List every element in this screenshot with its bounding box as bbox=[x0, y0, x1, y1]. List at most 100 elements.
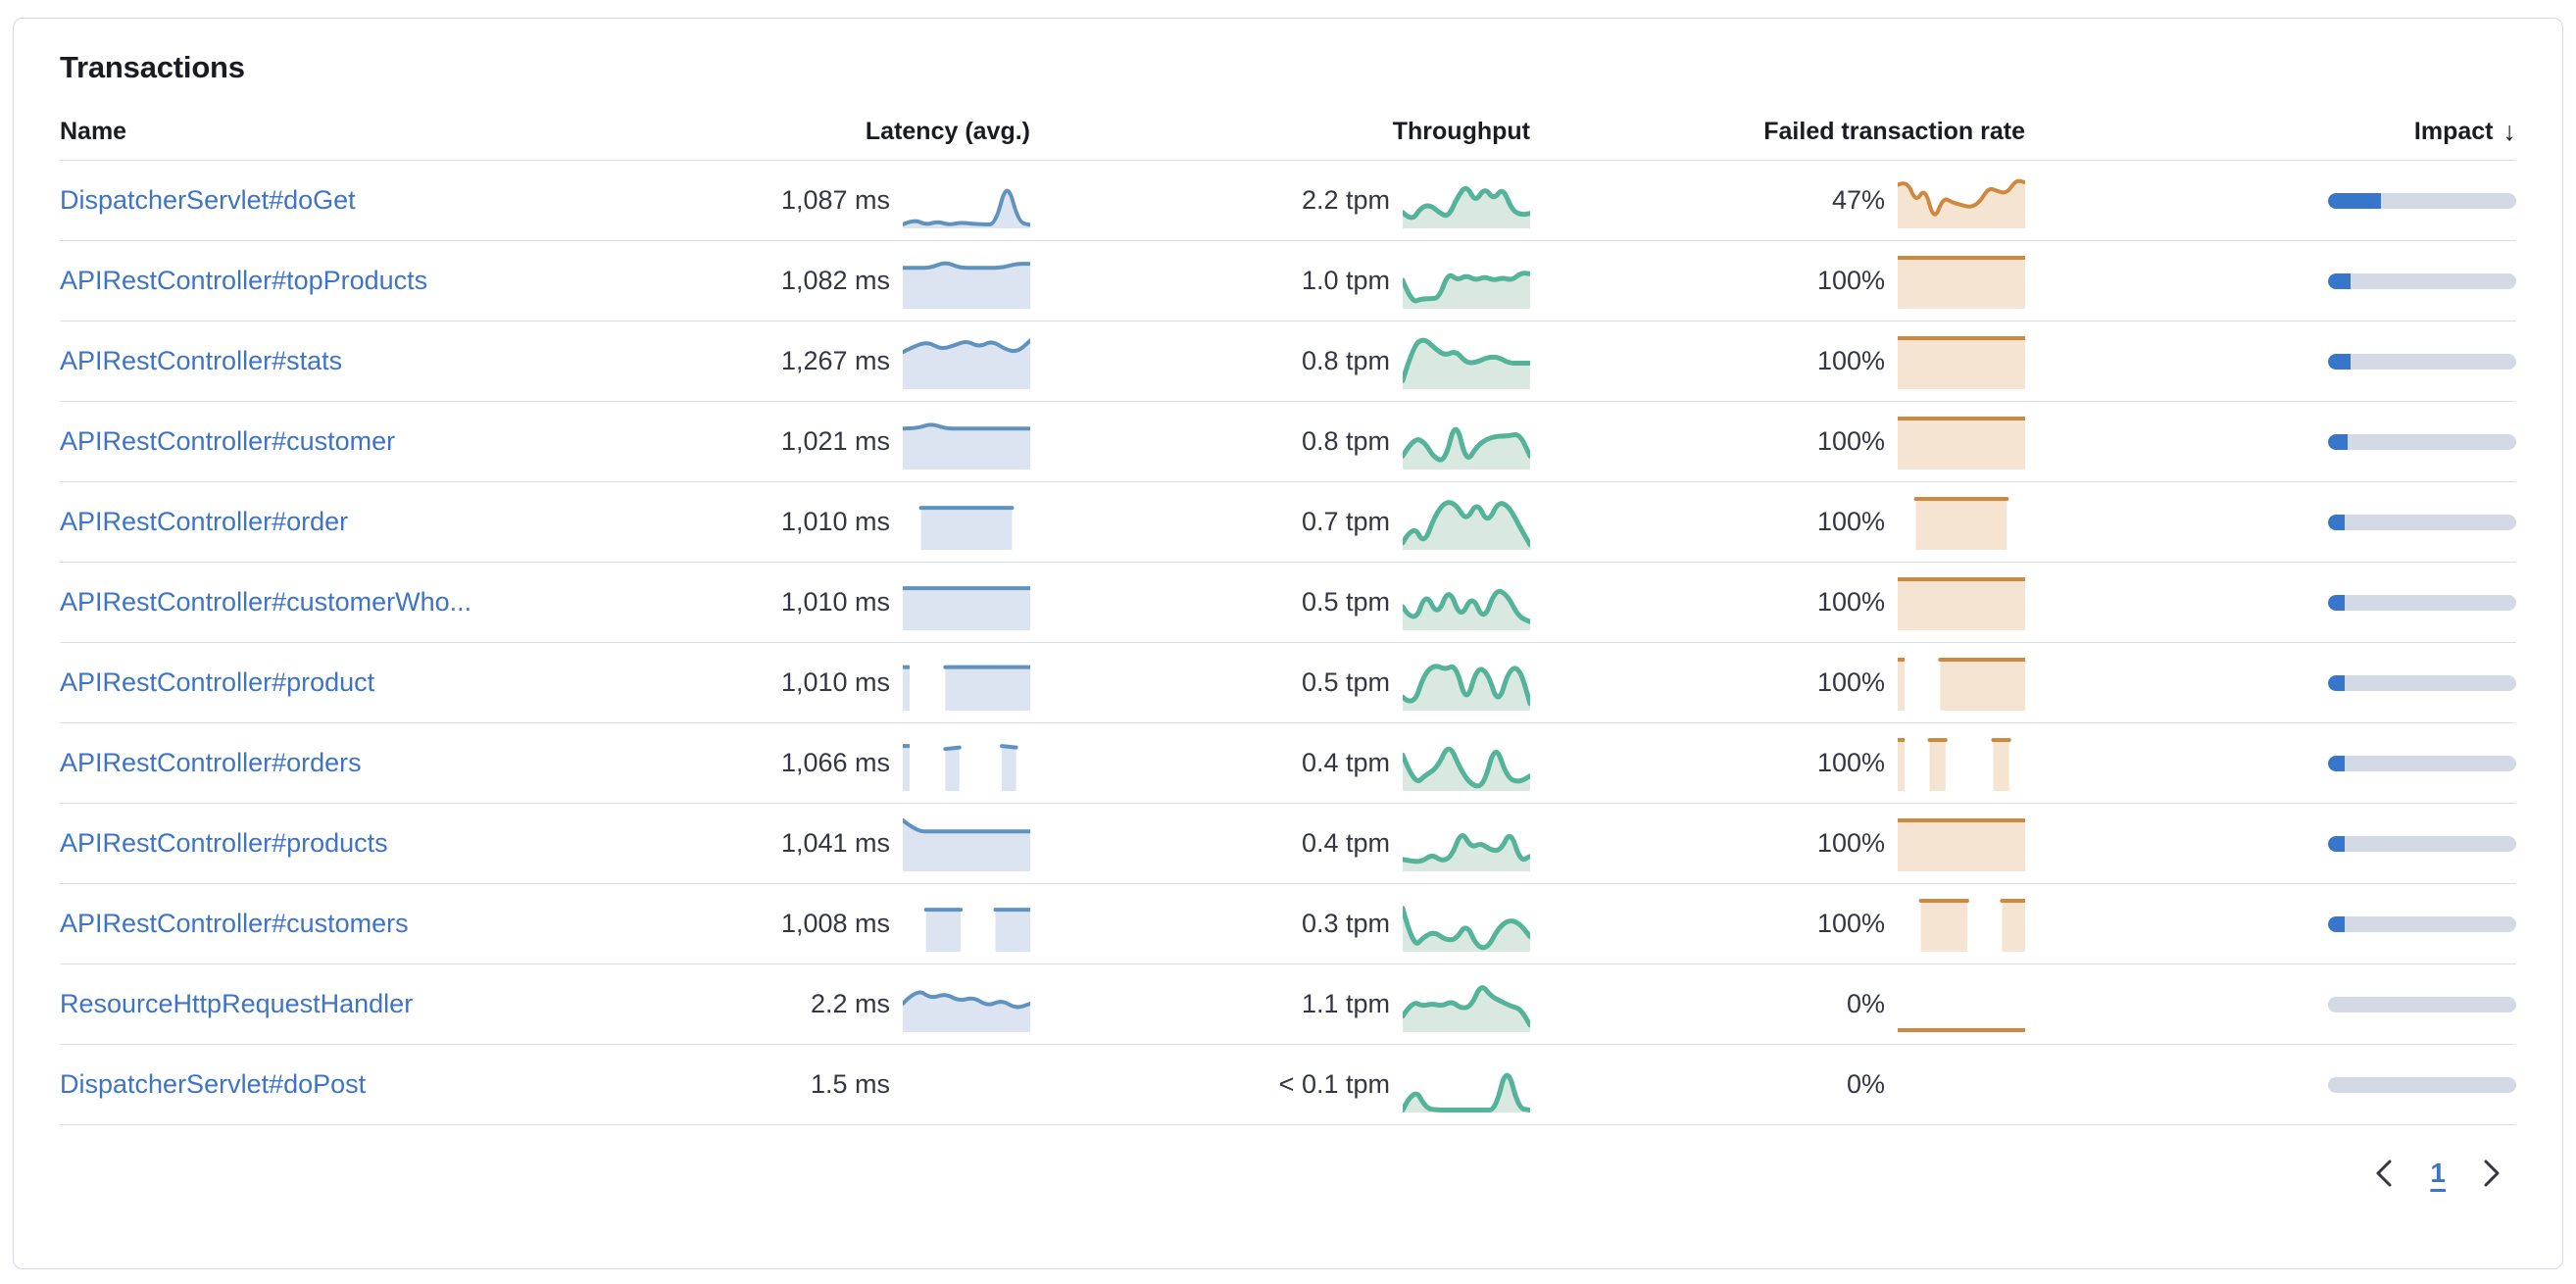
table-row: APIRestController#customerWho... 1,010 ms… bbox=[60, 563, 2516, 643]
column-header-latency[interactable]: Latency (avg.) bbox=[865, 117, 1030, 145]
table-row: APIRestController#stats 1,267 ms 0.8 tpm 10… bbox=[60, 321, 2516, 402]
impact-bar-track bbox=[2328, 915, 2516, 932]
impact-bar-track bbox=[2328, 674, 2516, 691]
failed-rate-value: 100% bbox=[1816, 346, 1885, 375]
transaction-link[interactable]: APIRestController#customers bbox=[60, 909, 409, 938]
latency-value: 1,066 ms bbox=[780, 748, 890, 777]
latency-sparkline bbox=[903, 1058, 1030, 1112]
failed-rate-sparkline bbox=[1898, 1058, 2025, 1112]
latency-value: 1,087 ms bbox=[780, 185, 890, 215]
impact-bar-fill bbox=[2328, 514, 2346, 530]
latency-sparkline bbox=[903, 989, 1030, 1032]
transaction-link[interactable]: ResourceHttpRequestHandler bbox=[60, 989, 414, 1018]
throughput-sparkline bbox=[1403, 588, 1530, 630]
failed-rate-sparkline bbox=[1898, 737, 2011, 791]
transaction-link[interactable]: APIRestController#stats bbox=[60, 346, 343, 375]
impact-bar-fill bbox=[2328, 192, 2381, 209]
failed-rate-sparkline bbox=[1898, 1027, 2025, 1032]
page-number-current[interactable]: 1 bbox=[2430, 1158, 2446, 1188]
throughput-sparkline bbox=[1403, 984, 1530, 1032]
failed-rate-value: 100% bbox=[1816, 748, 1885, 777]
failed-rate-value: 100% bbox=[1816, 587, 1885, 617]
impact-bar-track bbox=[2328, 755, 2516, 771]
failed-rate-value: 100% bbox=[1816, 266, 1885, 295]
transaction-link[interactable]: APIRestController#order bbox=[60, 507, 349, 536]
latency-value: 1,010 ms bbox=[780, 667, 890, 697]
table-row: APIRestController#customer 1,021 ms 0.8 tp… bbox=[60, 402, 2516, 482]
transaction-link[interactable]: DispatcherServlet#doGet bbox=[60, 185, 356, 215]
failed-rate-sparkline bbox=[1898, 416, 2025, 469]
throughput-sparkline bbox=[1403, 1072, 1530, 1112]
latency-sparkline bbox=[918, 505, 1015, 550]
table-row: APIRestController#topProducts 1,082 ms 1.0… bbox=[60, 241, 2516, 321]
impact-bar-track bbox=[2328, 433, 2516, 450]
throughput-sparkline bbox=[1403, 905, 1530, 952]
throughput-sparkline bbox=[1403, 185, 1530, 228]
throughput-value: 0.5 tpm bbox=[1301, 667, 1390, 697]
latency-sparkline bbox=[903, 585, 1030, 630]
impact-bar-track bbox=[2328, 1076, 2516, 1093]
impact-bar-track bbox=[2328, 594, 2516, 611]
transaction-link[interactable]: DispatcherServlet#doPost bbox=[60, 1069, 367, 1099]
failed-rate-value: 100% bbox=[1816, 507, 1885, 536]
table-row: APIRestController#product 1,010 ms 0.5 tpm… bbox=[60, 643, 2516, 723]
latency-value: 1,021 ms bbox=[780, 426, 890, 456]
latency-sparkline bbox=[903, 421, 1030, 469]
next-page-button[interactable] bbox=[2469, 1151, 2514, 1196]
failed-rate-value: 100% bbox=[1816, 909, 1885, 938]
failed-rate-sparkline bbox=[1898, 817, 2025, 871]
failed-rate-value: 47% bbox=[1831, 185, 1885, 215]
throughput-value: 0.4 tpm bbox=[1301, 748, 1390, 777]
transaction-link[interactable]: APIRestController#customerWho... bbox=[60, 587, 472, 617]
latency-value: 1,008 ms bbox=[780, 909, 890, 938]
throughput-value: 0.4 tpm bbox=[1301, 828, 1390, 858]
transactions-panel: Transactions Name Latency (avg.) Through… bbox=[13, 18, 2563, 1269]
panel-title: Transactions bbox=[60, 50, 245, 84]
table-row: APIRestController#products 1,041 ms 0.4 tp… bbox=[60, 804, 2516, 884]
throughput-sparkline bbox=[1403, 337, 1530, 389]
impact-bar-track bbox=[2328, 996, 2516, 1012]
throughput-sparkline bbox=[1403, 832, 1530, 871]
transaction-link[interactable]: APIRestController#products bbox=[60, 828, 388, 858]
latency-sparkline bbox=[923, 907, 1030, 952]
previous-page-button[interactable] bbox=[2361, 1151, 2406, 1196]
column-header-impact[interactable]: Impact ↓ bbox=[2025, 117, 2516, 147]
failed-rate-sparkline bbox=[1913, 496, 2009, 550]
throughput-value: 0.3 tpm bbox=[1301, 909, 1390, 938]
throughput-sparkline bbox=[1403, 270, 1530, 309]
failed-rate-sparkline bbox=[1898, 178, 2025, 228]
failed-rate-sparkline bbox=[1918, 898, 2025, 952]
transaction-link[interactable]: APIRestController#topProducts bbox=[60, 266, 428, 295]
throughput-sparkline bbox=[1403, 663, 1530, 711]
table-row: APIRestController#order 1,010 ms 0.7 tpm 10… bbox=[60, 482, 2516, 563]
transaction-link[interactable]: APIRestController#customer bbox=[60, 426, 396, 456]
throughput-value: < 0.1 tpm bbox=[1278, 1069, 1390, 1099]
transactions-table: Name Latency (avg.) Throughput Failed tr… bbox=[60, 103, 2516, 1125]
column-header-throughput[interactable]: Throughput bbox=[1392, 117, 1530, 145]
latency-value: 1,267 ms bbox=[780, 346, 890, 375]
impact-bar-fill bbox=[2328, 674, 2345, 691]
latency-sparkline bbox=[903, 817, 1030, 871]
impact-bar-fill bbox=[2328, 755, 2345, 771]
latency-sparkline bbox=[903, 743, 1018, 791]
failed-rate-sparkline bbox=[1898, 576, 2025, 630]
pagination: 1 bbox=[60, 1151, 2516, 1196]
table-row: DispatcherServlet#doPost 1.5 ms < 0.1 tpm 0… bbox=[60, 1045, 2516, 1125]
column-header-name[interactable]: Name bbox=[60, 117, 127, 145]
latency-value: 1,082 ms bbox=[780, 266, 890, 295]
transaction-link[interactable]: APIRestController#orders bbox=[60, 748, 362, 777]
sort-descending-icon: ↓ bbox=[2502, 116, 2517, 146]
failed-rate-value: 100% bbox=[1816, 667, 1885, 697]
throughput-value: 0.7 tpm bbox=[1301, 507, 1390, 536]
impact-bar-track bbox=[2328, 835, 2516, 852]
latency-sparkline bbox=[903, 188, 1030, 228]
chevron-left-icon bbox=[2376, 1160, 2392, 1187]
latency-value: 2.2 ms bbox=[810, 989, 890, 1018]
failed-rate-value: 0% bbox=[1846, 989, 1885, 1018]
throughput-sparkline bbox=[1403, 499, 1530, 550]
latency-sparkline bbox=[903, 338, 1030, 389]
column-header-impact-label: Impact bbox=[2413, 117, 2494, 145]
column-header-failed-rate[interactable]: Failed transaction rate bbox=[1763, 117, 2025, 145]
transaction-link[interactable]: APIRestController#product bbox=[60, 667, 375, 697]
throughput-value: 0.5 tpm bbox=[1301, 587, 1390, 617]
